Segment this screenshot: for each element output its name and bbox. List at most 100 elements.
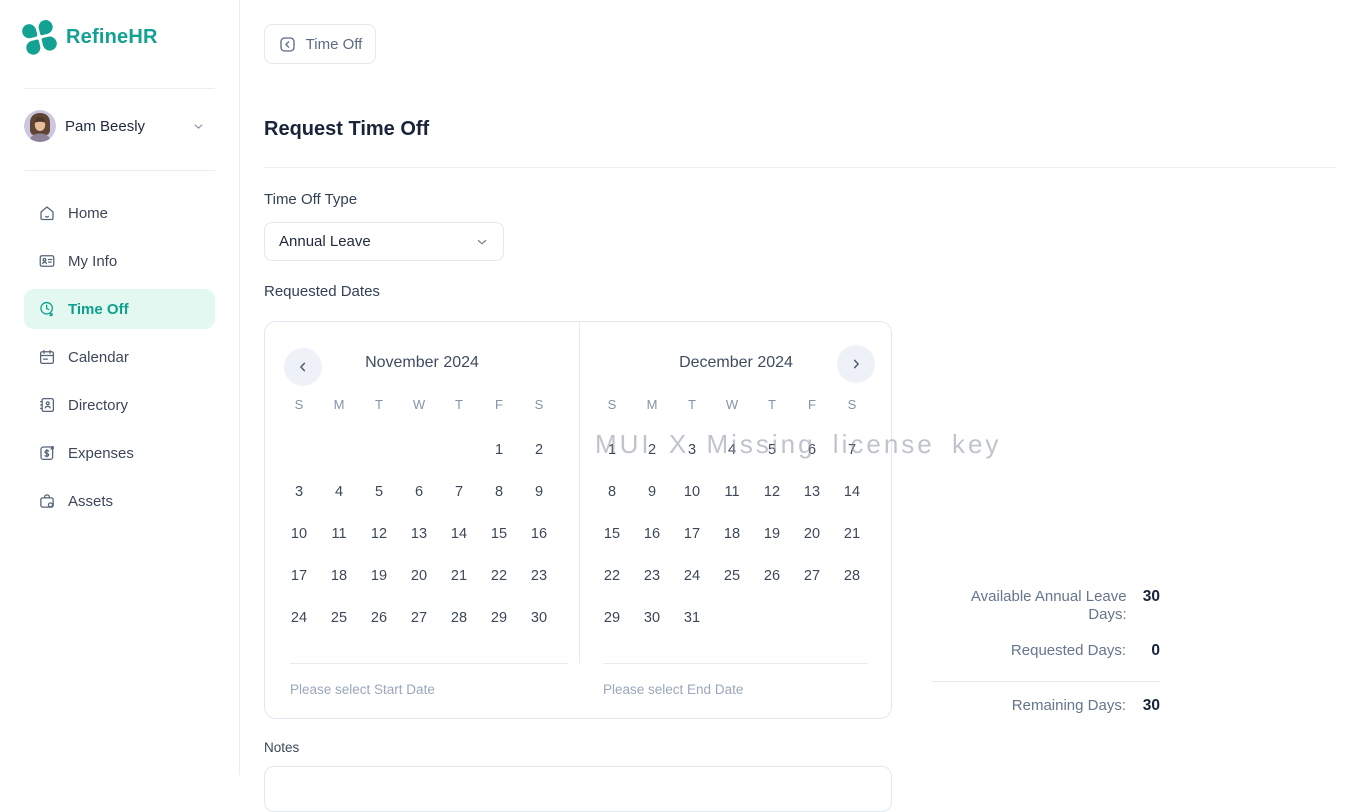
- day-cell[interactable]: 6: [807, 442, 817, 458]
- day-cell[interactable]: 23: [530, 568, 548, 584]
- day-cell[interactable]: 9: [647, 484, 657, 500]
- notes-input[interactable]: [264, 766, 892, 812]
- day-cell[interactable]: 3: [687, 442, 697, 458]
- day-cell[interactable]: 9: [534, 484, 544, 500]
- sidebar-item-expenses[interactable]: Expenses: [24, 433, 215, 473]
- day-cell[interactable]: 31: [683, 610, 701, 626]
- sidebar-item-directory[interactable]: Directory: [24, 385, 215, 425]
- day-cell[interactable]: 15: [490, 526, 508, 542]
- leave-summary: Available Annual Leave Days: 30 Requested …: [932, 588, 1160, 733]
- day-cell[interactable]: 11: [331, 526, 347, 542]
- day-cell[interactable]: 4: [727, 442, 737, 458]
- day-cell[interactable]: 7: [454, 484, 464, 500]
- day-cell[interactable]: 18: [723, 526, 741, 542]
- user-menu[interactable]: Pam Beesly: [24, 110, 215, 142]
- sidebar-item-label: My Info: [68, 252, 118, 270]
- day-cell[interactable]: 14: [450, 526, 468, 542]
- day-cell[interactable]: 23: [643, 568, 661, 584]
- day-cell[interactable]: 19: [370, 568, 388, 584]
- day-cell[interactable]: 5: [767, 442, 777, 458]
- day-cell[interactable]: 11: [724, 484, 740, 500]
- day-cell[interactable]: 6: [414, 484, 424, 500]
- next-month-button[interactable]: [837, 345, 875, 383]
- day-cell[interactable]: 17: [290, 568, 308, 584]
- start-date-hint: Please select Start Date: [290, 682, 435, 697]
- day-cell[interactable]: 26: [370, 610, 388, 626]
- day-cell[interactable]: 2: [534, 442, 544, 458]
- month-title: December 2024: [679, 354, 793, 371]
- calendar-week-row: 3 4 5 6 7 8 9: [279, 471, 559, 513]
- day-cell[interactable]: 29: [490, 610, 508, 626]
- previous-month-button[interactable]: [284, 348, 322, 386]
- day-cell[interactable]: 25: [723, 568, 741, 584]
- day-cell[interactable]: 8: [494, 484, 504, 500]
- empty-day-cell: [832, 597, 872, 639]
- day-cell[interactable]: 8: [607, 484, 617, 500]
- day-cell[interactable]: 27: [410, 610, 428, 626]
- day-cell[interactable]: 19: [763, 526, 781, 542]
- calendar-month-left: November 2024 S M T W T F S 1 2 3 4 5 6 7 8 9 10 11 12 13 14…: [265, 322, 579, 718]
- day-cell[interactable]: 28: [843, 568, 861, 584]
- requested-dates-label: Requested Dates: [264, 283, 380, 300]
- breadcrumb-label: Time Off: [305, 35, 363, 53]
- weekday-label: S: [607, 397, 617, 412]
- day-cell[interactable]: 5: [374, 484, 384, 500]
- day-cell[interactable]: 30: [530, 610, 548, 626]
- calendar-icon: [38, 348, 56, 366]
- day-cell[interactable]: 25: [330, 610, 348, 626]
- day-cell[interactable]: 21: [450, 568, 468, 584]
- day-cell[interactable]: 2: [647, 442, 657, 458]
- day-cell[interactable]: 22: [490, 568, 508, 584]
- day-cell[interactable]: 4: [334, 484, 344, 500]
- day-cell[interactable]: 18: [330, 568, 348, 584]
- day-cell[interactable]: 1: [494, 442, 504, 458]
- calendar-month-right: December 2024 S M T W T F S 1 2 3 4 5 6 7 8 9 10 11 12 13 14…: [579, 322, 893, 718]
- weekday-label: T: [768, 397, 776, 412]
- day-cell[interactable]: 29: [603, 610, 621, 626]
- sidebar-item-time-off[interactable]: Time Off: [24, 289, 215, 329]
- day-cell[interactable]: 16: [530, 526, 548, 542]
- day-cell[interactable]: 16: [643, 526, 661, 542]
- time-off-type-select[interactable]: Annual Leave: [264, 222, 504, 261]
- day-cell[interactable]: 12: [370, 526, 388, 542]
- day-cell[interactable]: 20: [803, 526, 821, 542]
- day-cell[interactable]: 24: [683, 568, 701, 584]
- sidebar-item-calendar[interactable]: Calendar: [24, 337, 215, 377]
- weekday-label: W: [725, 397, 739, 412]
- day-cell[interactable]: 20: [410, 568, 428, 584]
- weekday-label: W: [412, 397, 426, 412]
- day-cell[interactable]: 21: [843, 526, 861, 542]
- day-cell[interactable]: 7: [847, 442, 857, 458]
- day-cell[interactable]: 24: [290, 610, 308, 626]
- day-cell[interactable]: 22: [603, 568, 621, 584]
- day-cell[interactable]: 30: [643, 610, 661, 626]
- day-cell[interactable]: 14: [843, 484, 861, 500]
- day-cell[interactable]: 3: [294, 484, 304, 500]
- day-cell[interactable]: 17: [683, 526, 701, 542]
- day-cell[interactable]: 28: [450, 610, 468, 626]
- time-off-type-label: Time Off Type: [264, 191, 358, 208]
- sidebar-item-my-info[interactable]: My Info: [24, 241, 215, 281]
- empty-day-cell: [712, 597, 752, 639]
- day-cell[interactable]: 1: [607, 442, 617, 458]
- day-cell[interactable]: 13: [410, 526, 428, 542]
- day-cell[interactable]: 12: [763, 484, 781, 500]
- day-cell[interactable]: 27: [803, 568, 821, 584]
- brand[interactable]: RefineHR: [20, 18, 158, 56]
- day-cell[interactable]: 10: [683, 484, 701, 500]
- breadcrumb-time-off-button[interactable]: Time Off: [264, 24, 376, 64]
- summary-value: 0: [1151, 642, 1160, 659]
- day-cell[interactable]: 15: [603, 526, 621, 542]
- end-date-divider: [603, 663, 868, 664]
- sidebar-item-home[interactable]: Home: [24, 193, 215, 233]
- directory-icon: [38, 396, 56, 414]
- weekday-label: M: [646, 397, 658, 412]
- sidebar-item-assets[interactable]: Assets: [24, 481, 215, 521]
- empty-day-cell: [359, 429, 399, 471]
- empty-day-cell: [752, 597, 792, 639]
- day-cell[interactable]: 13: [803, 484, 821, 500]
- remaining-days-row: Remaining Days: 30: [932, 697, 1160, 715]
- day-cell[interactable]: 26: [763, 568, 781, 584]
- day-cell[interactable]: 10: [290, 526, 308, 542]
- sidebar-divider: [24, 170, 215, 171]
